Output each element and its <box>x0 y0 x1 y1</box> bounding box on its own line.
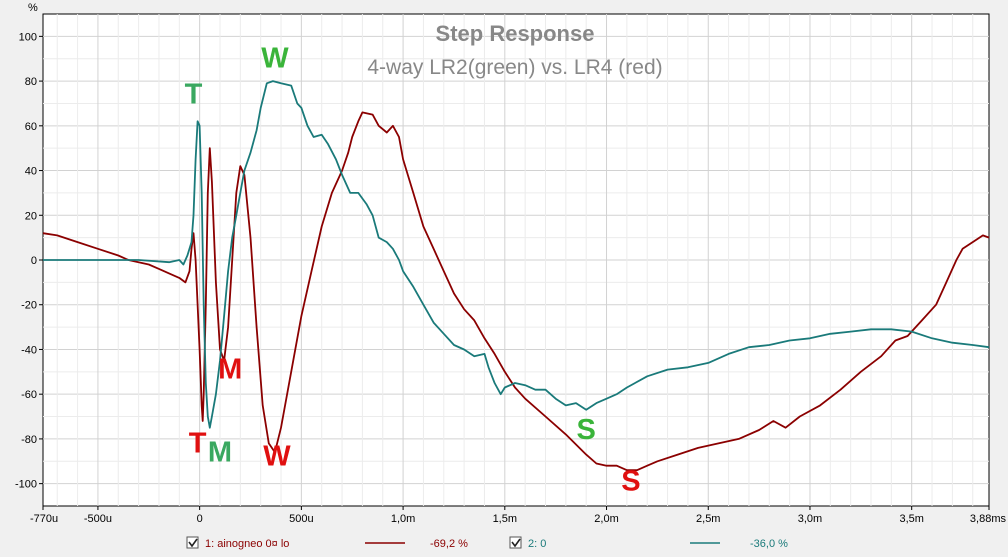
y-tick-label: 80 <box>25 76 37 88</box>
legend-value-series-2: -36,0 % <box>750 538 788 550</box>
annotation-label: W <box>263 441 291 473</box>
series-line-2[interactable] <box>43 80 990 429</box>
chart-title: Step Response <box>436 21 595 46</box>
legend: 1: ainogneo 0¤ lo -69,2 % 2: 0 -36,0 % <box>186 536 788 550</box>
x-tick-label: 3,5m <box>899 513 923 525</box>
x-tick-label: 2,0m <box>594 513 618 525</box>
y-tick-label: 20 <box>25 210 37 222</box>
annotation-label: T <box>189 427 207 459</box>
y-tick-label: -40 <box>21 344 37 356</box>
annotation-label: S <box>577 414 596 446</box>
y-tick-label: 0 <box>31 255 37 267</box>
legend-label-series-2: 2: 0 <box>528 538 546 550</box>
series-group <box>42 80 990 472</box>
legend-item-series-1: 1: ainogneo 0¤ lo -69,2 % <box>186 536 468 550</box>
x-tick-label: 0 <box>197 513 203 525</box>
y-tick-label: -80 <box>21 434 37 446</box>
y-tick-label: 100 <box>19 31 37 43</box>
legend-label-series-1: 1: ainogneo 0¤ lo <box>205 538 289 550</box>
x-tick-label: -500u <box>84 513 112 525</box>
y-tick-label: -100 <box>15 479 37 491</box>
check-icon <box>511 538 521 548</box>
chart-subtitle: 4-way LR2(green) vs. LR4 (red) <box>367 56 662 79</box>
x-tick-label: 3,88ms <box>970 513 1007 525</box>
series-line-1[interactable] <box>42 111 990 472</box>
legend-checkbox-series-2[interactable] <box>509 536 522 549</box>
annotation-label: M <box>218 354 242 386</box>
y-axis-unit: % <box>28 2 38 14</box>
x-tick-label: 1,5m <box>493 513 517 525</box>
legend-checkbox-series-1[interactable] <box>186 536 199 549</box>
y-tick-label: -20 <box>21 300 37 312</box>
y-tick-label: 40 <box>25 166 37 178</box>
check-icon <box>188 538 198 548</box>
x-tick-label: 500u <box>289 513 313 525</box>
y-axis: 100 80 60 40 20 0 -20 -40 -60 -80 -100 <box>15 31 43 491</box>
annotation-label: T <box>185 78 203 110</box>
y-tick-label: -60 <box>21 389 37 401</box>
legend-value-series-1: -69,2 % <box>430 538 468 550</box>
x-axis: -770u -500u 0 500u 1,0m 1,5m 2,0m 2,5m 3,0m 3,5m 3… <box>30 506 1006 525</box>
legend-item-series-2: 2: 0 -36,0 % <box>509 536 788 550</box>
x-tick-label: 3,0m <box>798 513 822 525</box>
x-tick-label: -770u <box>30 513 58 525</box>
x-tick-label: 1,0m <box>391 513 415 525</box>
x-tick-label: 2,5m <box>696 513 720 525</box>
annotation-label: W <box>261 43 289 75</box>
annotation-label: M <box>208 436 232 468</box>
y-tick-label: 60 <box>25 121 37 133</box>
annotation-label: S <box>621 465 640 497</box>
